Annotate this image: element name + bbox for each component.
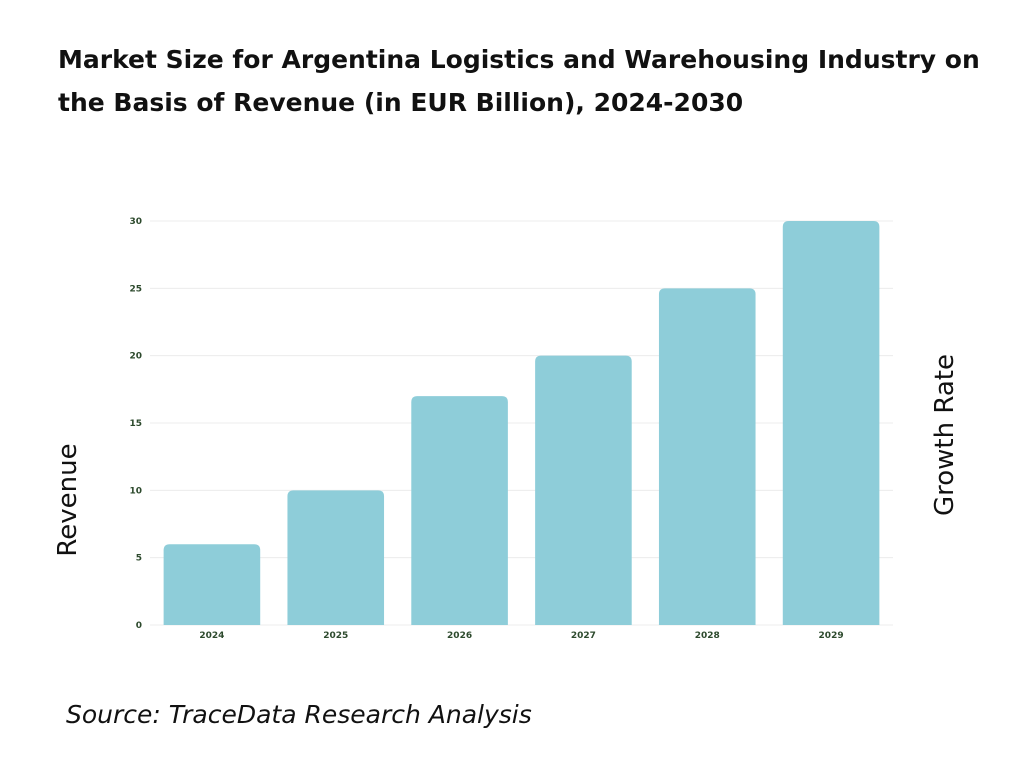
secondary-y-axis-label: Growth Rate: [930, 354, 960, 516]
bar-2028: [658, 288, 756, 625]
x-tick-label: 2024: [199, 631, 224, 641]
x-tick-label: 2026: [447, 631, 472, 641]
x-tick-labels: 2024 2025 2026 2027 2028 2029: [199, 631, 843, 641]
y-tick-label: 25: [129, 284, 142, 294]
bar-2026: [411, 396, 508, 625]
source-note: Source: TraceData Research Analysis: [66, 700, 532, 729]
bar-2025: [287, 490, 385, 625]
gridlines: [150, 220, 893, 626]
y-tick-labels: 0 5 10 15 20 25 30: [129, 217, 142, 631]
y-tick-label: 10: [129, 486, 142, 496]
chart-title: Market Size for Argentina Logistics and …: [58, 45, 980, 117]
y-axis-label: Revenue: [53, 443, 83, 556]
bar-2029: [782, 221, 880, 625]
bar-2024: [163, 544, 261, 625]
bars: [163, 221, 880, 625]
y-tick-label: 5: [136, 554, 142, 564]
y-tick-label: 15: [129, 419, 142, 429]
y-tick-label: 20: [129, 352, 142, 362]
bar-2027: [535, 355, 632, 625]
y-tick-label: 30: [129, 217, 142, 227]
x-tick-label: 2029: [819, 631, 844, 641]
x-tick-label: 2025: [323, 631, 348, 641]
x-tick-label: 2027: [571, 631, 596, 641]
y-tick-label: 0: [136, 621, 142, 631]
x-tick-label: 2028: [695, 631, 720, 641]
